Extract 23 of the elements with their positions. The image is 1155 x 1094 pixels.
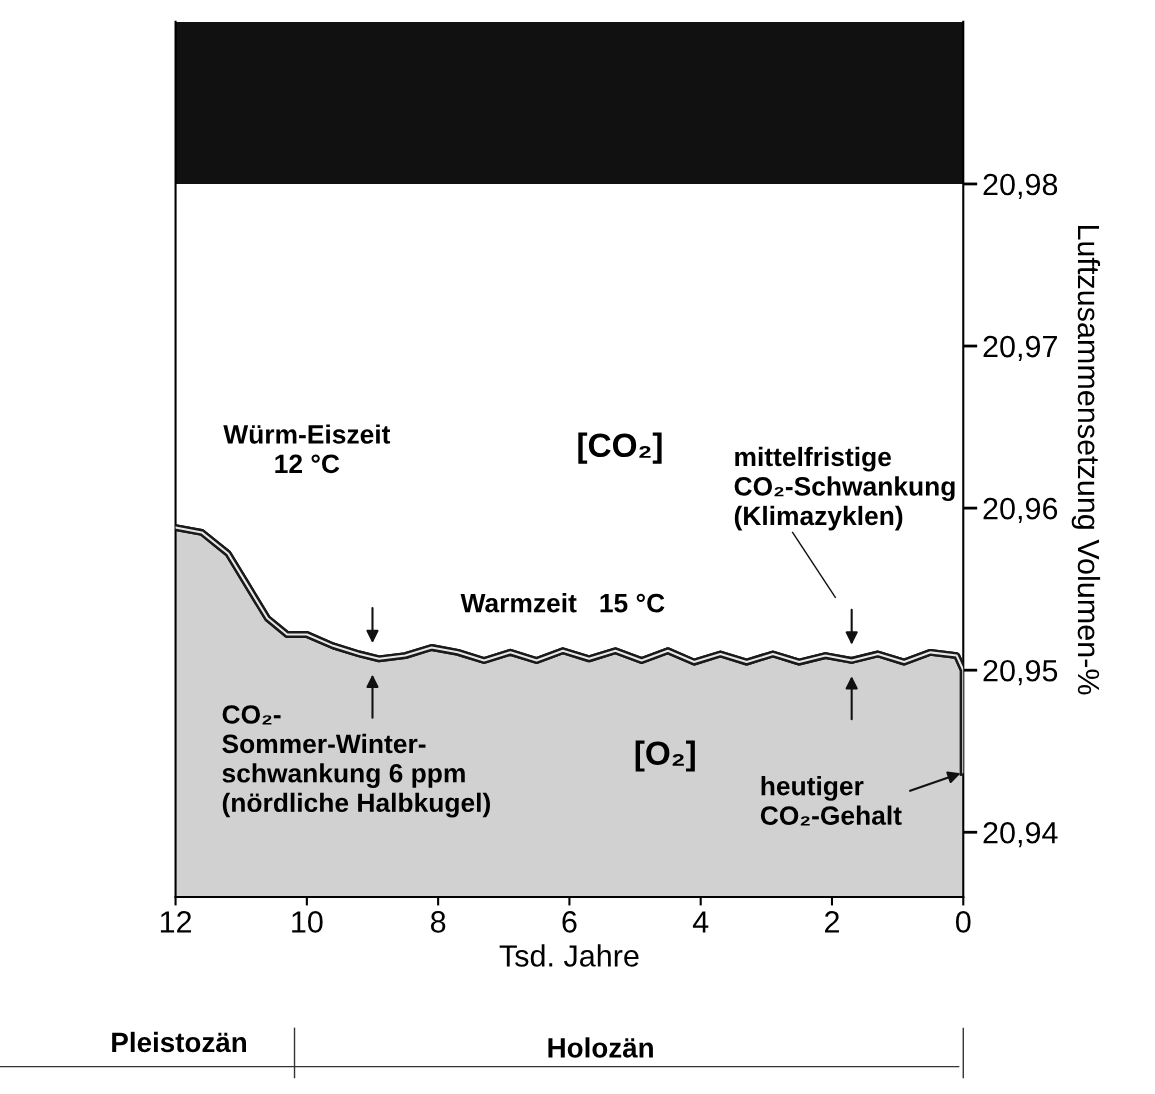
x-tick-label: 12: [160, 911, 192, 933]
x-tick-label: 8: [430, 911, 446, 933]
x-tick-label: 0: [955, 911, 971, 933]
y-tick-label: 20,96: [983, 497, 1058, 524]
annotation: [O₂]: [635, 740, 695, 772]
y-tick-label: 20,95: [983, 659, 1058, 686]
annotation: heutiger CO₂-Gehalt: [760, 776, 902, 826]
x-tick-label: 4: [692, 911, 709, 933]
annotation: Warmzeit 15 °C: [460, 593, 665, 613]
text: Pleistozän: [112, 1031, 246, 1053]
y-tick-label: 20,97: [983, 335, 1057, 362]
annotation: [CO₂]: [578, 432, 662, 464]
y-tick-label: 20,94: [983, 821, 1058, 848]
y-axis-title: Luftzusammensetzung Volumen-%: [1071, 225, 1101, 695]
x-axis-title: Tsd. Jahre: [499, 944, 639, 967]
x-tick-label: 2: [825, 911, 839, 933]
annotation: mittelfristige CO₂-Schwankung (Klimazyklen): [734, 446, 955, 531]
x-tick-label: 10: [292, 911, 323, 933]
y-tick-label: 20,98: [983, 173, 1058, 199]
annotation: CO₂- Sommer-Winter- schwankung 6 ppm (nördliche Halbkugel): [222, 705, 490, 818]
x-tick-label: 6: [562, 911, 577, 933]
annotation: Würm-Eiszeit 12 °C: [223, 424, 391, 474]
text: Holozän: [548, 1037, 653, 1058]
